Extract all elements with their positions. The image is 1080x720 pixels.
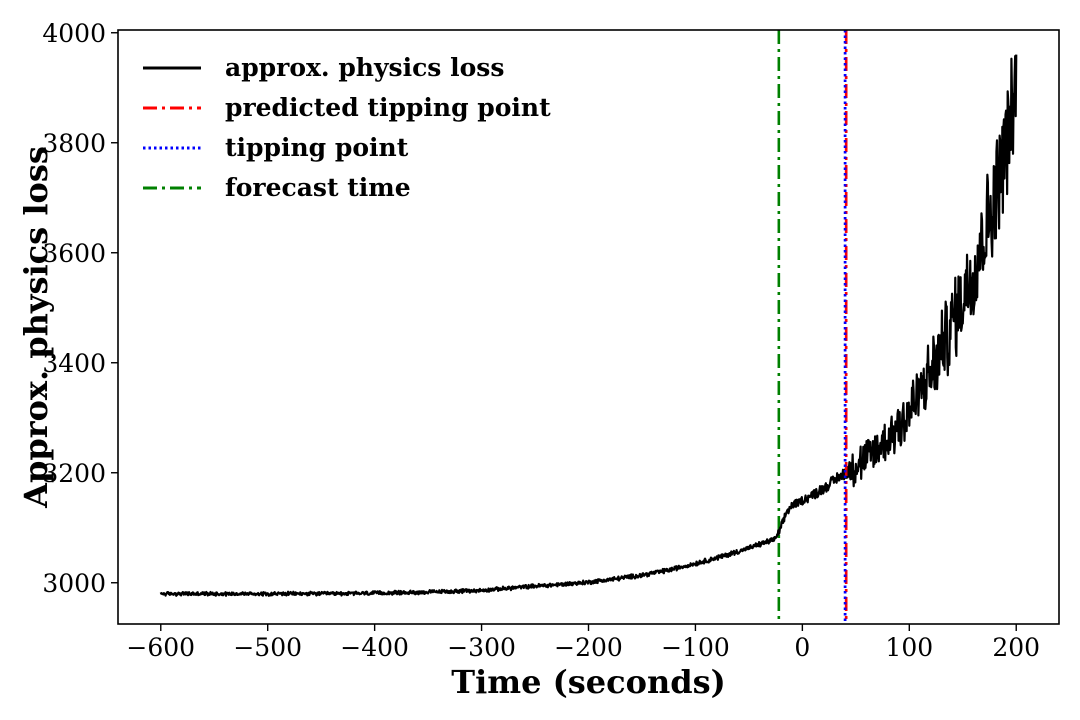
series-layer bbox=[159, 30, 1018, 624]
x-axis: −600 −500 −400 −300 −200 −100 0 100 200 bbox=[126, 624, 1040, 662]
y-tick-label: 3400 bbox=[42, 349, 106, 378]
x-tick-label: 0 bbox=[794, 633, 810, 662]
x-axis-label: Time (seconds) bbox=[451, 663, 725, 701]
y-tick-label: 4000 bbox=[42, 19, 106, 48]
y-tick-label: 3000 bbox=[42, 569, 106, 598]
y-tick-label: 3200 bbox=[42, 459, 106, 488]
legend-label: approx. physics loss bbox=[225, 53, 504, 82]
y-tick-label: 3800 bbox=[42, 129, 106, 158]
x-tick-label: 200 bbox=[992, 633, 1040, 662]
x-tick-label: −500 bbox=[233, 633, 302, 662]
approx-physics-loss-line bbox=[159, 54, 1018, 597]
x-tick-label: −600 bbox=[126, 633, 195, 662]
legend-label: tipping point bbox=[225, 133, 409, 162]
x-tick-label: −400 bbox=[340, 633, 409, 662]
x-tick-label: 100 bbox=[885, 633, 933, 662]
legend: approx. physics loss predicted tipping po… bbox=[143, 53, 551, 202]
x-tick-label: −100 bbox=[661, 633, 730, 662]
x-tick-label: −200 bbox=[554, 633, 623, 662]
x-tick-label: −300 bbox=[447, 633, 516, 662]
y-axis-label: Approx. physics loss bbox=[17, 146, 55, 509]
y-axis: 3000 3200 3400 3600 3800 4000 bbox=[42, 19, 118, 598]
y-tick-label: 3600 bbox=[42, 239, 106, 268]
legend-label: predicted tipping point bbox=[225, 93, 551, 122]
legend-label: forecast time bbox=[225, 173, 411, 202]
